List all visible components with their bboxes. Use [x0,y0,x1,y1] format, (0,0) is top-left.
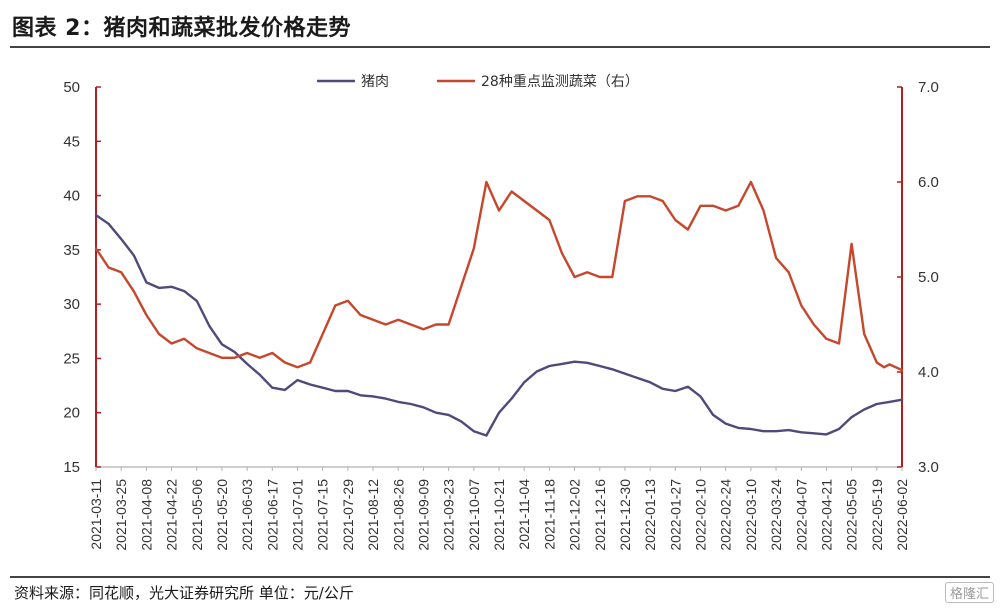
x-tick-label: 2022-01-13 [642,479,658,551]
right-tick-label: 3.0 [918,459,939,476]
x-tick-label: 2021-05-06 [189,479,205,551]
page-title: 图表 2：猪肉和蔬菜批发价格走势 [12,16,351,41]
x-tick-label: 2022-02-10 [693,479,709,551]
left-tick-label: 25 [63,350,80,367]
x-tick-label: 2021-09-23 [441,479,457,551]
x-tick-label: 2021-07-29 [340,479,356,551]
series-line-vegetables [94,180,904,372]
x-tick-label: 2022-05-19 [869,479,885,551]
x-tick-label: 2021-12-16 [592,479,608,551]
right-tick-label: 7.0 [918,79,939,96]
x-tick-label: 2021-12-02 [567,479,583,551]
left-tick-label: 35 [63,242,80,259]
x-tick-label: 2021-06-03 [239,479,255,551]
x-tick-label: 2021-08-12 [365,479,381,551]
x-tick-label: 2022-02-24 [718,479,734,551]
x-tick-label: 2021-09-09 [415,479,431,551]
x-tick-label: 2021-10-07 [466,479,482,551]
x-tick-label: 2021-12-30 [617,479,633,551]
x-tick-label: 2021-05-20 [214,479,230,551]
bottom-divider [10,576,990,578]
watermark-logo: 格隆汇 [944,582,994,603]
line-chart: 15 20 25 30 35 40 45 50 3.0 4.0 5.0 6.0 7.0 2021-03-1… [63,74,939,551]
x-tick-label: 2021-11-04 [516,479,532,550]
right-tick-label: 5.0 [918,269,939,286]
x-tick-label: 2021-10-21 [491,479,507,551]
left-tick-label: 30 [63,296,80,313]
x-tick-label: 2021-03-11 [88,479,104,550]
x-tick-label: 2021-03-25 [113,479,129,551]
right-tick-label: 6.0 [918,174,939,191]
x-tick-label: 2021-07-01 [290,479,306,551]
x-tick-label: 2022-03-24 [768,479,784,551]
left-tick-label: 20 [63,405,80,422]
x-tick-label: 2022-05-05 [844,479,860,551]
right-tick-label: 4.0 [918,364,939,381]
x-tick-label: 2021-06-17 [264,479,280,551]
x-tick-label: 2022-06-02 [894,479,910,551]
x-tick-label: 2022-04-07 [793,479,809,551]
series-line-pork [94,213,904,437]
x-tick-label: 2022-01-27 [667,479,683,551]
x-tick-label: 2021-08-26 [390,479,406,551]
legend-label-pork: 猪肉 [361,74,389,90]
x-tick-label: 2022-04-21 [818,479,834,551]
x-tick-label: 2021-11-18 [541,479,557,550]
left-tick-label: 40 [63,188,80,205]
x-tick-label: 2021-07-15 [315,479,331,551]
top-divider [10,46,990,48]
left-tick-label: 45 [63,133,80,150]
x-tick-label: 2021-04-22 [164,479,180,551]
x-tick-label: 2022-03-10 [743,479,759,551]
legend-label-vegetables: 28种重点监测蔬菜（右） [481,74,639,90]
left-tick-label: 15 [63,459,80,476]
left-tick-label: 50 [63,79,80,96]
source-note: 资料来源：同花顺，光大证券研究所 单位：元/公斤 [14,584,354,602]
x-tick-label: 2021-04-08 [138,479,154,551]
